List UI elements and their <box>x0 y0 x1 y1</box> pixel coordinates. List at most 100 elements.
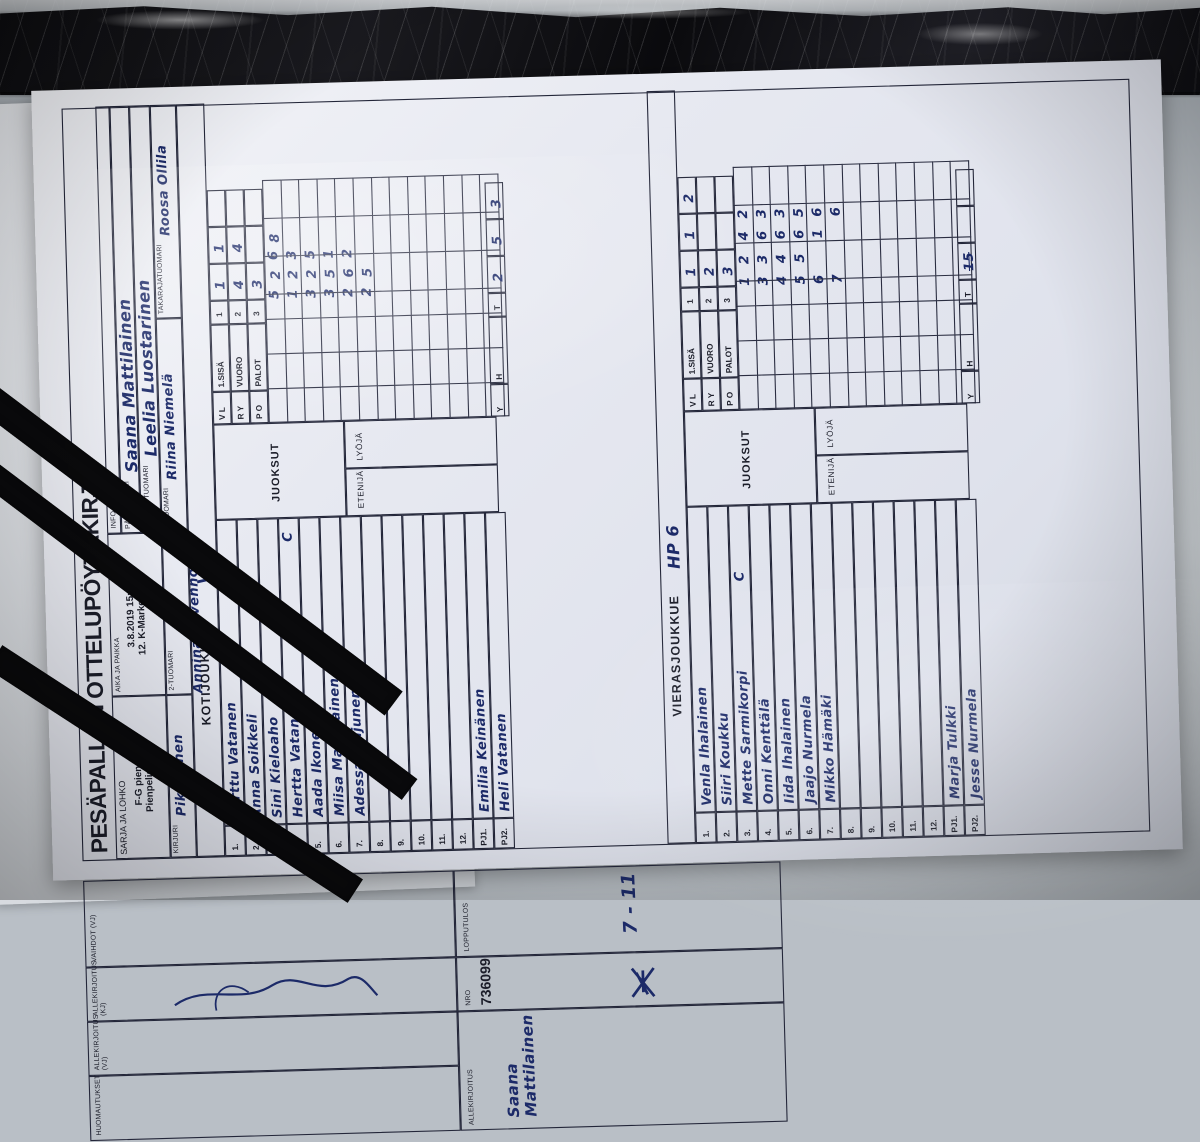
away-inning2-vl[interactable]: 2 <box>697 249 718 288</box>
away-player-no-8: 8. <box>839 808 862 840</box>
scorer-label: KIRJURI <box>172 824 181 854</box>
away-team-name: HP 6 <box>662 524 685 570</box>
home-foot-t: T <box>487 292 507 318</box>
away-player-no-7: 7. <box>819 808 841 840</box>
home-inning1-vl[interactable]: 1 <box>208 263 229 301</box>
home-foot-value-3[interactable]: 3 <box>484 182 505 220</box>
nro-value: 736099 <box>476 957 495 1006</box>
away-runs-label-cell: JUOKSUT <box>683 407 818 507</box>
home-player-no-8: 8. <box>369 821 391 853</box>
away-player-no-6: 6. <box>798 809 821 841</box>
home-scoring-grid[interactable] <box>262 173 505 423</box>
away-foot-y: Y <box>960 370 981 404</box>
away-player-no-10: 10. <box>881 806 903 838</box>
away-inning3-ry[interactable] <box>715 212 735 250</box>
home-inning1-po[interactable] <box>206 189 227 228</box>
home-inning3-vl[interactable]: 3 <box>245 262 266 300</box>
home-runs-area: JUOKSUT ETENIJÄ LYÖJÄ V L 1.SISÄ R Y VUO… <box>204 91 658 521</box>
home-inning2-po[interactable] <box>225 189 245 227</box>
final-result-label: LOPPUTULOS <box>462 902 472 952</box>
away-player-no-9: 9. <box>860 807 883 839</box>
back-umpire-name: Roosa Ollila <box>153 144 173 237</box>
away-batter-cell: LYÖJÄ <box>814 403 969 456</box>
away-body: 1. Venla Ihalainen 2. Siiri Koukku 3. Me… <box>675 79 1104 844</box>
away-inning1-ry[interactable]: 1 <box>678 213 698 251</box>
away-player-no-1: 1. <box>695 812 717 844</box>
home-foot-h: H <box>488 316 509 385</box>
away-foot-cell-3[interactable] <box>955 168 975 207</box>
away-inning1-vl[interactable]: 1 <box>679 250 699 288</box>
signature-label: ALLEKIRJOITUS <box>466 1068 476 1126</box>
away-section-label: VIERASJOUKKUE <box>668 594 685 717</box>
away-player-no-12: 12. <box>922 805 945 837</box>
home-runner-label: ETENIJÄ <box>355 470 366 509</box>
home-inning1-ry[interactable]: 1 <box>207 226 228 265</box>
sign-kj-label: ALLEKIRJOITUS (KJ) <box>90 960 108 1017</box>
signature-cell[interactable]: ALLEKIRJOITUS Saana Mattilainen <box>457 1002 788 1131</box>
notes-cell[interactable]: HUOMAUTUKSET <box>88 1065 461 1142</box>
nro-scribble <box>630 967 656 998</box>
home-foot-value-2[interactable]: 5 <box>485 218 506 257</box>
form-border: PESÄPALLON OTTELUPÖYTÄKIRJA SARJA JA LOH… <box>61 78 1151 862</box>
home-player-no-10: 10. <box>410 820 433 852</box>
home-player-no-9: 9. <box>390 820 412 852</box>
home-foot-y: Y <box>490 383 510 417</box>
away-inning3-po[interactable] <box>714 175 734 213</box>
away-player-no-5: 5. <box>777 809 800 841</box>
home-col-head-ry: R Y <box>230 390 251 425</box>
away-period-2: 2 <box>698 286 719 312</box>
home-inning2-ry[interactable]: 4 <box>226 226 246 264</box>
home-player-no-12: 12. <box>452 818 474 850</box>
home-period-2: 2 <box>228 299 248 325</box>
home-inning3-po[interactable] <box>243 188 264 227</box>
subs-label: VAIHDOT (VJ) <box>89 914 99 963</box>
signature-name: Saana Mattilainen <box>503 1013 541 1118</box>
away-period-1: 1 <box>680 287 700 312</box>
final-result-cell[interactable]: LOPPUTULOS 7 - 11 <box>453 861 783 958</box>
away-coach1-no: PJ1. <box>943 805 966 837</box>
away-col-sub-palot: PALOT <box>718 310 739 378</box>
away-inning2-ry[interactable] <box>696 212 717 251</box>
away-player-no-11: 11. <box>902 806 924 838</box>
sign-vj-label: ALLEKIRJOITUS (VJ) <box>92 1014 110 1071</box>
away-player-no-2: 2. <box>715 811 738 843</box>
away-inning3-vl[interactable]: 3 <box>716 249 736 287</box>
away-col-head-po: P O <box>720 377 740 411</box>
away-col-sub-vuoro: VUORO <box>699 310 721 379</box>
home-col-sub-palot: PALOT <box>247 323 268 391</box>
home-batter-cell: LYÖJÄ <box>343 416 498 469</box>
home-team-block: KOTIJOUKKUE VIU 1. Kerttu Vatanen 2. Ann… <box>175 91 668 858</box>
away-foot-mark[interactable]: 15 <box>957 242 977 281</box>
umpire2-label: 2-TUOMARI <box>167 650 176 691</box>
away-player-no-4: 4. <box>757 810 779 842</box>
home-inning3-ry[interactable] <box>244 225 265 264</box>
home-period-1: 1 <box>209 300 229 325</box>
kj-signature-scribble <box>174 976 379 1011</box>
home-player-no-7: 7. <box>348 821 371 853</box>
away-foot-h: H <box>958 303 980 372</box>
subs-cell[interactable]: VAIHDOT (VJ) <box>83 870 456 968</box>
away-runner-cell: ETENIJÄ <box>815 451 970 504</box>
away-period-3: 3 <box>717 286 737 311</box>
scoresheet-photo[interactable]: PESÄPALLON OTTELUPÖYTÄKIRJA SARJA JA LOH… <box>31 59 1200 1142</box>
home-coach1-no: PJ1. <box>472 818 495 850</box>
home-runner-cell: ETENIJÄ <box>345 464 500 517</box>
away-inning2-po[interactable] <box>695 176 716 214</box>
home-batter-label: LYÖJÄ <box>354 432 365 461</box>
home-body: 1. Kerttu Vatanen 2. Anna Soikkeli 3. Si… <box>204 91 667 857</box>
nro-label: NRO <box>464 989 473 1006</box>
home-coach2-no: PJ2. <box>493 817 516 849</box>
away-inning1-po[interactable]: 2 <box>677 176 697 215</box>
home-foot-value-1[interactable]: 2 <box>486 255 507 294</box>
away-team-block: VIERASJOUKKUE HP 6 1. Venla Ihalainen 2.… <box>646 79 1104 844</box>
away-runner-label: ETENIJÄ <box>825 457 837 496</box>
footer-column: VAIHDOT (VJ) ALLEKIRJOITUS (KJ) ALLEKIRJ… <box>83 851 1158 1142</box>
away-col-head-ry: R Y <box>701 377 721 411</box>
home-inning2-vl[interactable]: 4 <box>227 263 247 301</box>
home-period-3: 3 <box>246 299 266 324</box>
away-scoring-grid[interactable] <box>733 160 976 410</box>
home-col-sub-1sisa: 1.SISÄ <box>210 324 231 393</box>
umpire3-name: Riina Niemelä <box>159 372 180 480</box>
away-foot-cell-2[interactable] <box>956 205 976 244</box>
away-batter-label: LYÖJÄ <box>824 418 836 448</box>
